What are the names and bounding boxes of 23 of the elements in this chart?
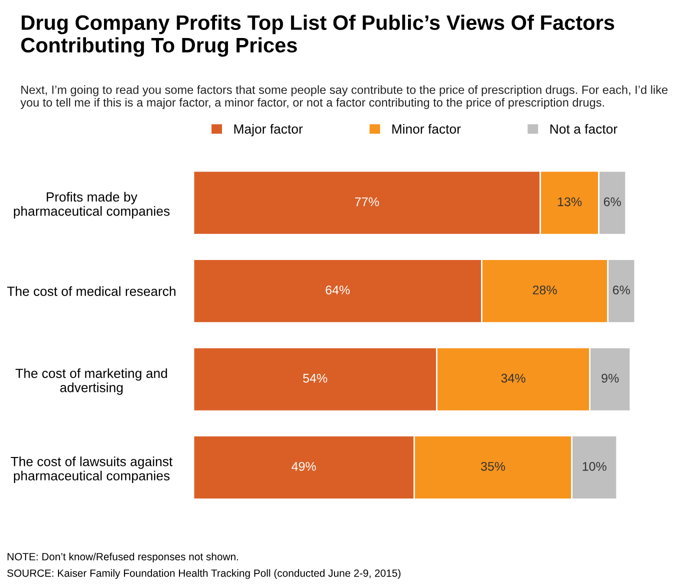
data-label: 35% [480,462,506,471]
data-label: 6% [612,286,630,294]
data-label: 10% [582,462,606,471]
y-tick-label: The cost of lawsuits against pharmaceutical companies [10,456,173,484]
y-tick-label: The cost of marketing and advertising [16,368,167,395]
data-label: 77% [355,197,379,206]
data-label: 13% [558,197,582,206]
data-label: 64% [326,286,350,294]
data-label: 54% [303,374,328,383]
chart-title: Drug Company Profits Top List Of Public’s Views Of Factors Contributing To Drug Prices [21,14,614,57]
data-label: 28% [532,286,557,294]
legend-label: Major factor [234,124,303,136]
data-label: 34% [501,374,526,383]
text: NOTE: Don’t know/Refused responses not shown. [8,552,238,562]
data-label: 49% [292,462,316,471]
source-note: SOURCE: Kaiser Family Foundation Health Tracking Poll (conducted June 2-9, 2015) [7,569,400,579]
y-tick-label: The cost of medical research [7,286,176,296]
chart-subtitle: Next, I’m going to read you some factors that some people say contribute to the price of prescription drugs. For each, I’d like you to tell me if this is a major factor, a minor factor, or not a factor contributing to the price of prescription drugs. [20,85,668,109]
data-label: 6% [604,197,621,206]
data-label: 9% [602,374,619,383]
y-tick-label: Profits made by pharmaceutical companies [14,192,170,218]
legend-label: Minor factor [392,124,461,134]
legend-label: Not a factor [550,124,618,134]
